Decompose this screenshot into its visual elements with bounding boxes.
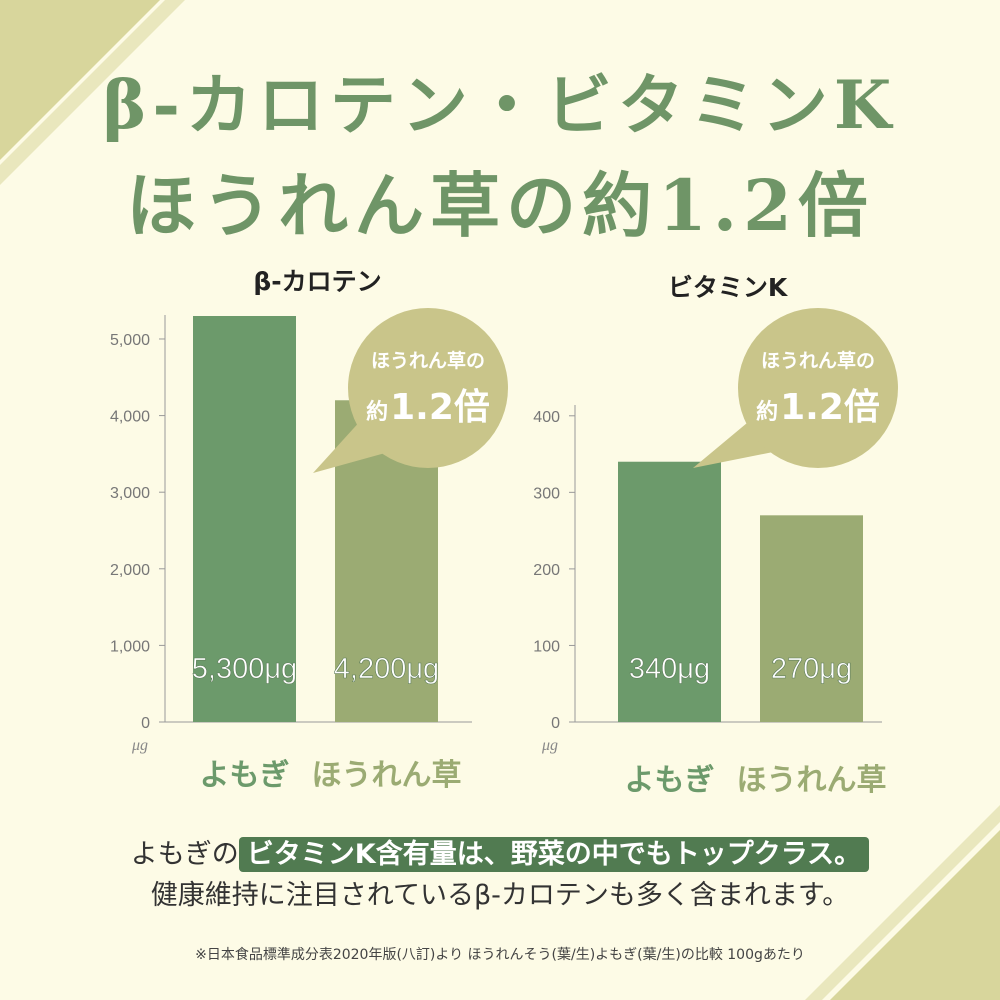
- bar: [618, 461, 721, 722]
- y-tick-label: 4,000: [110, 409, 150, 426]
- callout-value: 1.2倍: [390, 387, 490, 428]
- top-left-stripe: [0, 0, 160, 160]
- headline-line1: β-カロテン・ビタミンK: [102, 66, 898, 144]
- note-line1: よもぎの ビタミンK含有量は、野菜の中でもトップクラス。: [0, 832, 1000, 872]
- callout-line1: ほうれん草の: [370, 350, 485, 372]
- note-line2: 健康維持に注目されているβ-カロテンも多く含まれます。: [150, 880, 850, 911]
- category-label: ほうれん草: [737, 763, 887, 798]
- data-label: 4,200μg: [334, 653, 439, 685]
- callout-value: 1.2倍: [780, 387, 880, 428]
- bar: [193, 316, 296, 722]
- callout-line2: 約1.2倍: [343, 378, 513, 430]
- chart-beta-carotene: 0 1,000 2,000 3,000 4,000 5,000 μg 5,300μg よもぎ 4,…: [110, 315, 472, 793]
- data-label: 340μg: [629, 653, 710, 685]
- callout-prefix: 約: [366, 400, 389, 425]
- y-tick-label: 300: [533, 485, 560, 502]
- category-label: よもぎ: [200, 758, 290, 793]
- bottom-right-stripe-light: [805, 805, 1000, 1000]
- chart-title-vitamin-k: ビタミンK: [667, 273, 788, 302]
- unit-label: μg: [131, 737, 148, 754]
- category-label: よもぎ: [625, 763, 715, 798]
- callout-line1: ほうれん草の: [760, 350, 875, 372]
- callout-line2: 約1.2倍: [733, 378, 903, 430]
- bar: [760, 515, 863, 722]
- y-tick-label: 200: [533, 562, 560, 579]
- y-tick-label: 0: [141, 715, 150, 732]
- chart-vitamin-k: 0 100 200 300 400 μg 340μg よもぎ 270μg ほうれん草: [533, 405, 887, 798]
- note-prefix: よもぎの: [130, 839, 239, 870]
- category-label: ほうれん草: [312, 758, 462, 793]
- callout-bubble-shape: [693, 308, 898, 468]
- top-left-stripe-light: [0, 0, 185, 185]
- y-tick-label: 1,000: [110, 638, 150, 655]
- bottom-right-stripe: [830, 830, 1000, 1000]
- chart-title-beta-carotene: β-カロテン: [253, 267, 382, 296]
- callout-bubble-shape: [313, 308, 508, 473]
- headline-line2: ほうれん草の約1.2倍: [126, 164, 874, 247]
- data-label: 270μg: [771, 653, 852, 685]
- y-tick-label: 400: [533, 409, 560, 426]
- y-tick-label: 5,000: [110, 332, 150, 349]
- y-tick-label: 2,000: [110, 562, 150, 579]
- footnote: ※日本食品標準成分表2020年版(八訂)より ほうれんそう(葉/生)よもぎ(葉/…: [195, 947, 805, 963]
- y-tick-label: 100: [533, 638, 560, 655]
- callout-bubble-vitamin-k: ほうれん草の 約1.2倍: [693, 308, 903, 478]
- callout-prefix: 約: [756, 400, 779, 425]
- note-highlight: ビタミンK含有量は、野菜の中でもトップクラス。: [238, 837, 870, 872]
- callout-bubble-beta-carotene: ほうれん草の 約1.2倍: [313, 308, 513, 478]
- y-tick-label: 0: [551, 715, 560, 732]
- y-tick-label: 3,000: [110, 485, 150, 502]
- unit-label: μg: [541, 737, 558, 754]
- data-label: 5,300μg: [192, 653, 297, 685]
